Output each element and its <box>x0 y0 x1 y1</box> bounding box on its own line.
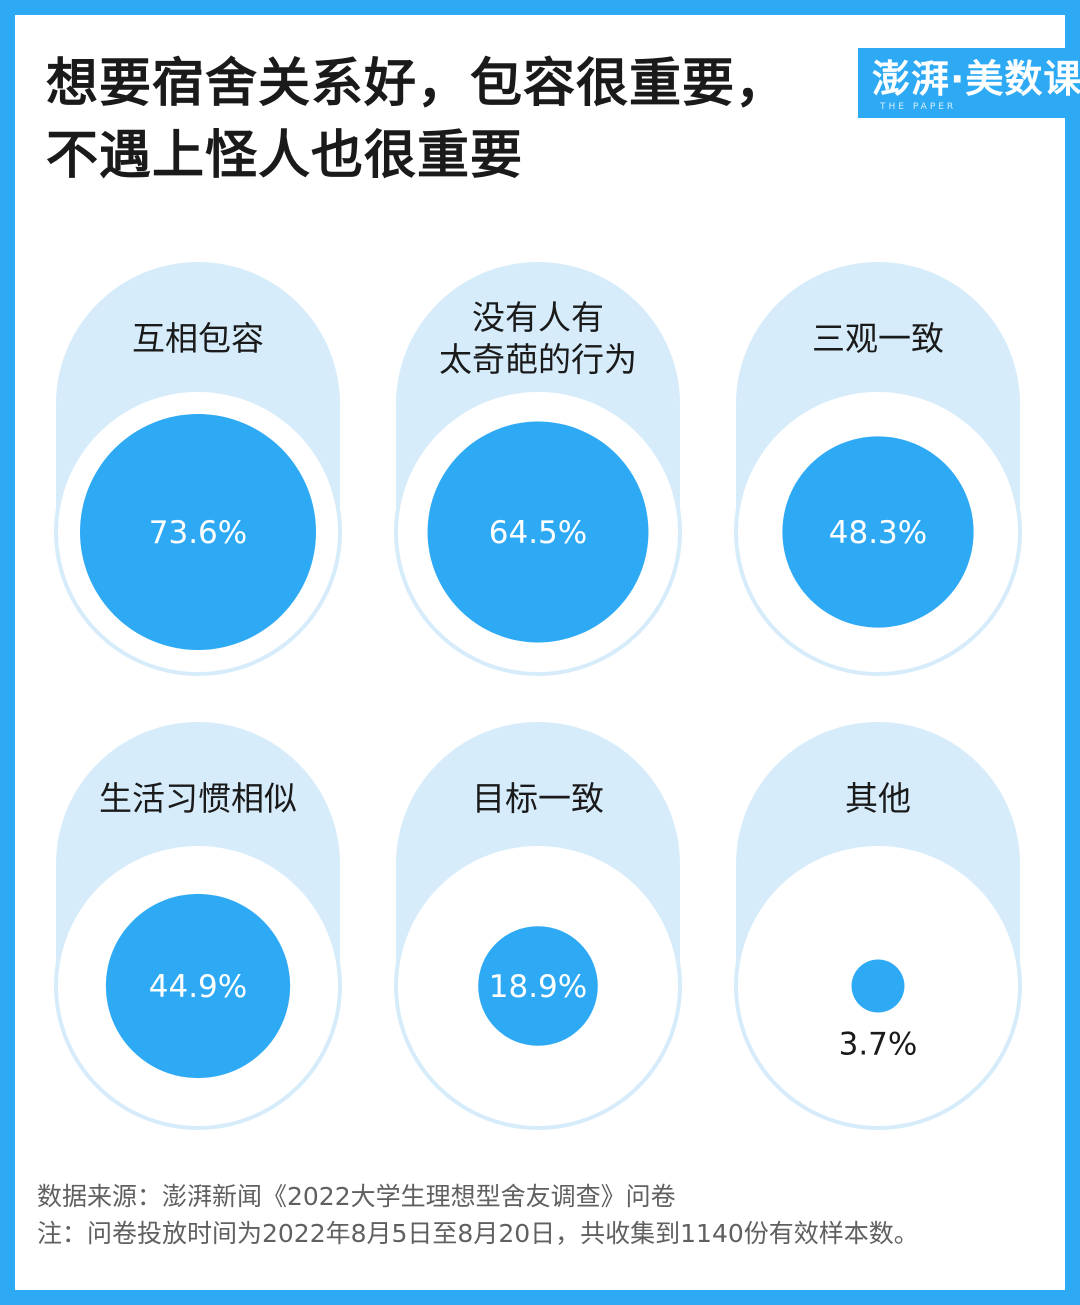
logo-subtext: THE PAPER <box>880 102 957 112</box>
value-label: 48.3% <box>829 515 927 551</box>
value-label: 44.9% <box>149 969 247 1005</box>
category-label: 互相包容 <box>132 319 264 358</box>
title-line-1: 想要宿舍关系好，包容很重要， <box>46 54 789 114</box>
logo-text: 澎湃·美数课 <box>872 57 1080 101</box>
category-label: 其他 <box>845 779 911 818</box>
footer: 数据来源：澎湃新闻《2022大学生理想型舍友调查》问卷 注：问卷投放时间为202… <box>37 1178 919 1252</box>
title-line-2: 不遇上怪人也很重要 <box>46 126 524 186</box>
value-circle <box>105 893 291 1079</box>
category-label: 没有人有 <box>472 298 604 337</box>
category-label: 生活习惯相似 <box>99 779 297 818</box>
value-label: 3.7% <box>839 1026 918 1062</box>
value-circle <box>427 421 649 643</box>
value-circle <box>782 436 974 628</box>
survey-note: 注：问卷投放时间为2022年8月5日至8月20日，共收集到1140份有效样本数。 <box>37 1219 919 1248</box>
value-label: 73.6% <box>149 515 247 551</box>
value-circle <box>851 959 905 1013</box>
page-title: 想要宿舍关系好，包容很重要， 不遇上怪人也很重要 <box>46 48 826 192</box>
source-note: 数据来源：澎湃新闻《2022大学生理想型舍友调查》问卷 <box>37 1182 676 1211</box>
brand-logo: 澎湃·美数课 THE PAPER <box>858 48 1080 118</box>
value-circle <box>478 926 598 1046</box>
category-label: 目标一致 <box>472 779 604 818</box>
category-label: 太奇葩的行为 <box>439 340 637 379</box>
category-label: 三观一致 <box>812 319 944 358</box>
value-label: 64.5% <box>489 515 587 551</box>
value-label: 18.9% <box>489 969 587 1005</box>
value-circle <box>80 414 316 650</box>
